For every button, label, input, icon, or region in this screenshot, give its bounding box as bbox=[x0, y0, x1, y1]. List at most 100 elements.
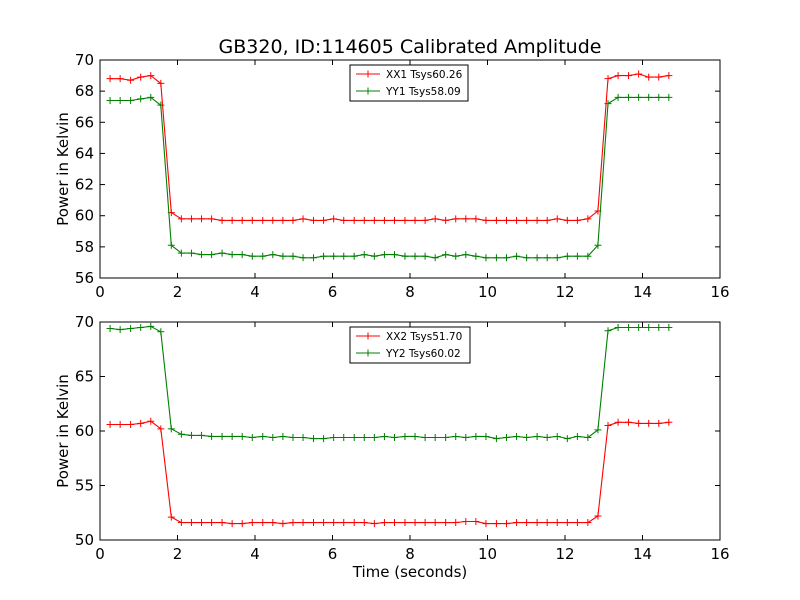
data-point bbox=[391, 251, 398, 259]
data-point bbox=[482, 254, 490, 262]
data-point bbox=[320, 435, 328, 443]
data-point bbox=[137, 323, 145, 331]
data-point bbox=[421, 252, 429, 260]
data-point bbox=[442, 251, 450, 259]
data-point bbox=[187, 215, 195, 223]
data-point bbox=[594, 426, 602, 434]
data-point bbox=[553, 519, 561, 527]
y-tick-label: 55 bbox=[75, 477, 94, 495]
x-tick-label: 14 bbox=[633, 545, 652, 563]
data-point bbox=[391, 216, 398, 224]
data-point bbox=[523, 519, 531, 527]
x-tick-label: 10 bbox=[478, 545, 497, 563]
data-point bbox=[279, 520, 287, 528]
data-point bbox=[452, 432, 460, 440]
x-tick-label: 14 bbox=[633, 283, 652, 301]
data-point bbox=[482, 432, 490, 440]
data-point bbox=[645, 419, 653, 427]
data-point bbox=[177, 519, 185, 527]
data-point bbox=[391, 434, 398, 442]
data-point bbox=[665, 72, 673, 80]
subplot-2: 0 2 4 6 8 10 12 14 16 50 55 60 65 70 Power in Kelvin Ti… bbox=[54, 313, 730, 581]
data-point bbox=[360, 251, 368, 259]
data-point bbox=[513, 216, 521, 224]
data-point bbox=[147, 417, 155, 425]
x-tick-label: 12 bbox=[555, 545, 574, 563]
data-point bbox=[198, 251, 206, 259]
data-point bbox=[370, 216, 378, 224]
data-point bbox=[472, 252, 480, 260]
data-point bbox=[279, 252, 287, 260]
data-point bbox=[594, 241, 602, 249]
data-point bbox=[218, 249, 226, 257]
legend-label: XX1 Tsys60.26 bbox=[386, 69, 463, 81]
data-point bbox=[523, 434, 531, 442]
legend-marker bbox=[364, 349, 372, 357]
data-point bbox=[462, 251, 470, 259]
data-point bbox=[157, 79, 165, 87]
data-point bbox=[533, 519, 541, 527]
data-point bbox=[380, 251, 388, 259]
data-point bbox=[167, 425, 175, 433]
data-point bbox=[472, 432, 480, 440]
data-point bbox=[269, 434, 277, 442]
data-point bbox=[157, 328, 165, 336]
data-point bbox=[330, 252, 338, 260]
data-point bbox=[310, 216, 318, 224]
legend-label: YY2 Tsys60.02 bbox=[385, 348, 461, 360]
data-point bbox=[645, 93, 653, 101]
data-point bbox=[472, 215, 480, 223]
data-point bbox=[421, 216, 429, 224]
data-point bbox=[665, 93, 673, 101]
data-point bbox=[573, 519, 581, 527]
data-point bbox=[635, 70, 643, 78]
data-point bbox=[310, 435, 318, 443]
data-point bbox=[198, 519, 206, 527]
data-point bbox=[492, 435, 500, 443]
data-point bbox=[218, 519, 226, 527]
data-point bbox=[543, 254, 551, 262]
data-point bbox=[116, 75, 124, 83]
data-point bbox=[330, 215, 338, 223]
data-point bbox=[614, 72, 622, 80]
data-point bbox=[411, 519, 419, 527]
data-point bbox=[452, 252, 460, 260]
data-point bbox=[442, 216, 450, 224]
data-point bbox=[259, 216, 267, 224]
data-point bbox=[208, 251, 216, 259]
legend-marker bbox=[364, 332, 372, 340]
data-point bbox=[604, 75, 612, 83]
data-point bbox=[340, 519, 348, 527]
data-point bbox=[320, 216, 328, 224]
data-point bbox=[401, 216, 409, 224]
data-point bbox=[492, 254, 500, 262]
data-point bbox=[330, 434, 338, 442]
data-point bbox=[563, 519, 571, 527]
data-point bbox=[259, 519, 267, 527]
data-point bbox=[157, 425, 165, 433]
data-point bbox=[584, 252, 592, 260]
data-point bbox=[614, 323, 622, 331]
x-tick-label: 8 bbox=[405, 545, 415, 563]
data-point bbox=[147, 93, 155, 101]
data-point bbox=[350, 216, 358, 224]
data-point bbox=[350, 519, 358, 527]
data-point bbox=[248, 216, 256, 224]
y-tick-label: 64 bbox=[75, 144, 94, 162]
data-point bbox=[553, 215, 561, 223]
data-point bbox=[452, 519, 460, 527]
data-point bbox=[431, 434, 439, 442]
x-tick-label: 4 bbox=[250, 545, 260, 563]
data-point bbox=[157, 101, 165, 109]
data-point bbox=[482, 216, 490, 224]
data-point bbox=[248, 252, 256, 260]
data-point bbox=[177, 430, 185, 438]
data-point bbox=[401, 252, 409, 260]
y-tick-label: 60 bbox=[75, 207, 94, 225]
data-point bbox=[259, 432, 267, 440]
data-point bbox=[310, 519, 318, 527]
data-point bbox=[208, 432, 216, 440]
data-point bbox=[330, 519, 338, 527]
data-point bbox=[127, 420, 135, 428]
